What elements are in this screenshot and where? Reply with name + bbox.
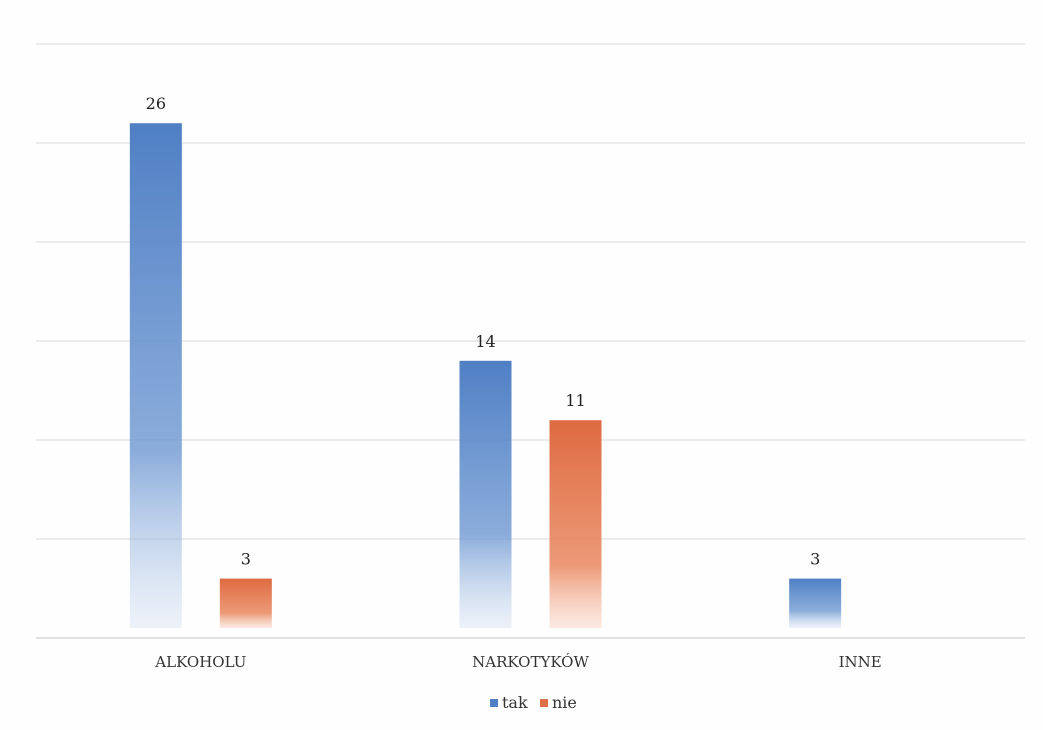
bars: [129, 123, 842, 628]
bar-alkoholu-nie: [219, 578, 272, 628]
bar-alkoholu-tak: [129, 123, 182, 628]
bar-narkotykow-tak: [459, 360, 512, 628]
data-label-alkoholu-nie: 3: [241, 550, 251, 569]
category-label-alkoholu: ALKOHOLU: [154, 653, 246, 671]
legend-swatch-tak: [490, 699, 498, 707]
data-labels: 26 3 14 11 3: [146, 94, 821, 568]
bar-inne-tak: [789, 578, 842, 628]
category-label-narkotykow: NARKOTYKÓW: [472, 653, 589, 671]
bar-narkotykow-nie: [549, 420, 602, 628]
data-label-narkotykow-nie: 11: [565, 391, 585, 410]
data-label-alkoholu-tak: 26: [146, 94, 166, 113]
category-labels: ALKOHOLU NARKOTYKÓW INNE: [154, 653, 881, 671]
category-label-inne: INNE: [839, 653, 882, 671]
legend-label-tak: tak: [502, 693, 528, 712]
legend-label-nie: nie: [552, 693, 577, 712]
gridlines: [36, 43, 1025, 639]
data-label-inne-tak: 3: [810, 550, 820, 569]
data-label-narkotykow-tak: 14: [475, 332, 495, 351]
legend-swatch-nie: [540, 699, 548, 707]
legend: tak nie: [490, 693, 577, 712]
